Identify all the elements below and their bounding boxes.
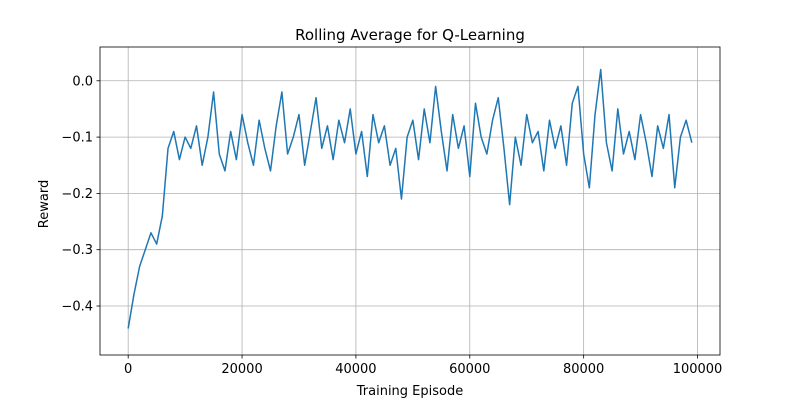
y-tick-label: −0.4: [61, 300, 93, 315]
y-tick-label: −0.1: [61, 131, 93, 146]
plot-frame: [99, 46, 721, 356]
y-tick-label: −0.2: [61, 187, 93, 202]
x-tick-label: 0: [124, 362, 132, 377]
x-tick-label: 80000: [563, 362, 604, 377]
x-tick-label: 20000: [221, 362, 262, 377]
y-tick-label: 0.0: [72, 74, 93, 89]
chart-title: Rolling Average for Q-Learning: [295, 26, 525, 44]
x-tick-label: 60000: [449, 362, 490, 377]
data-line: [127, 68, 693, 329]
y-axis-label: Reward: [37, 180, 52, 228]
x-tick-label: 40000: [335, 362, 376, 377]
y-tick-label: −0.3: [61, 243, 93, 258]
x-axis-label: Training Episode: [356, 384, 463, 399]
x-tick-label: 100000: [673, 362, 723, 377]
